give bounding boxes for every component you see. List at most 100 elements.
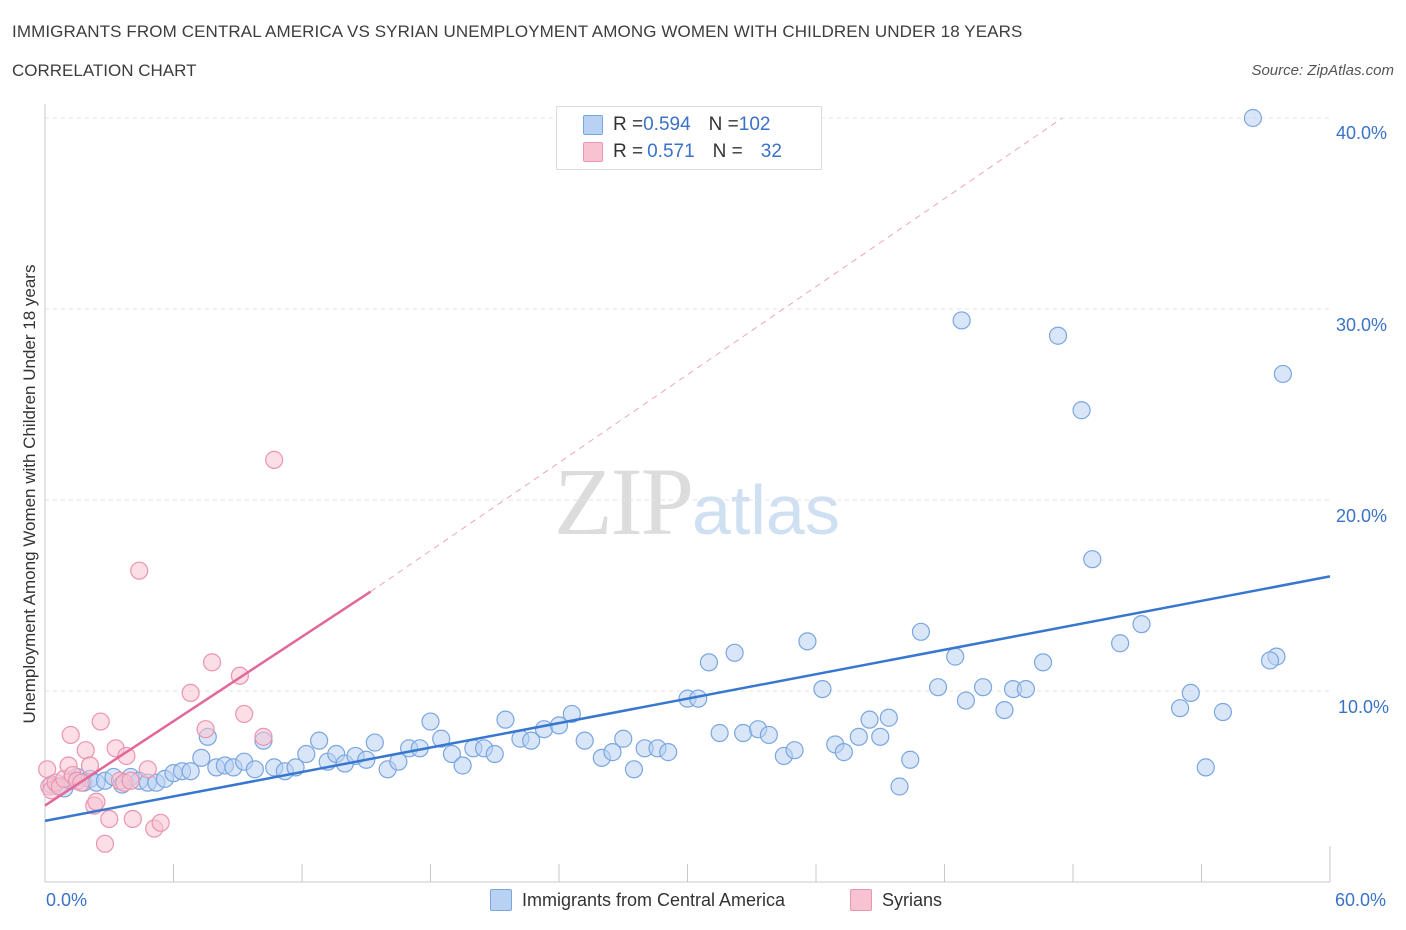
central-america-point <box>1016 679 1035 699</box>
x-tick-label-max: 60.0% <box>1335 890 1387 910</box>
syrians-point <box>151 813 170 832</box>
central-america-point <box>442 744 462 764</box>
legend-swatch-blue <box>583 115 603 135</box>
legend-n-label: N = <box>708 114 739 135</box>
central-america-point <box>1213 702 1233 722</box>
central-america-point <box>421 712 440 731</box>
central-america-point <box>624 760 644 779</box>
central-america-point <box>1273 364 1292 384</box>
central-america-point <box>496 710 515 729</box>
central-america-point <box>1033 653 1053 672</box>
data-points <box>38 108 1292 853</box>
central-america-point <box>928 678 948 697</box>
syrians-point <box>202 653 222 672</box>
central-america-point <box>562 704 581 724</box>
central-america-point <box>860 710 879 729</box>
central-america-point <box>1243 108 1263 128</box>
legend-swatch-pink <box>583 142 603 162</box>
legend-swatch-blue <box>490 889 512 911</box>
legend-series-label: Immigrants from Central America <box>522 889 786 910</box>
y-tick-label-20: 20.0% <box>1336 506 1388 526</box>
x-tick-label-min: 0.0% <box>46 890 88 910</box>
stats-legend: R = 0.594 N = 102 R = 0.571 N = 32 <box>556 106 822 170</box>
central-america-point <box>901 750 920 769</box>
bottom-legend-syrians[interactable]: Syrians <box>850 889 942 911</box>
syrians-point <box>100 809 119 829</box>
watermark: ZIPatlas <box>554 446 840 557</box>
y-tick-label-10: 10.0% <box>1338 697 1390 717</box>
legend-n-value: 102 <box>738 114 771 135</box>
syrians-trend-extension <box>370 117 1063 593</box>
central-america-point <box>734 723 753 743</box>
central-america-point <box>995 700 1014 720</box>
y-tick-label-40: 40.0% <box>1336 123 1388 143</box>
central-america-trend-line <box>44 575 1331 823</box>
legend-r-value: 0.571 <box>647 141 695 162</box>
bottom-legend-central-america[interactable]: Immigrants from Central America <box>490 889 785 911</box>
legend-row-central-america: R = 0.594 N = 102 <box>583 113 770 137</box>
central-america-point <box>911 622 931 641</box>
central-america-point <box>849 727 868 746</box>
central-america-point <box>1196 758 1215 777</box>
central-america-point <box>1170 699 1190 718</box>
central-america-point <box>1260 651 1280 670</box>
y-tick-label-30: 30.0% <box>1336 315 1388 335</box>
syrians-point <box>123 809 142 829</box>
central-america-point <box>432 729 451 748</box>
central-america-point <box>1072 401 1091 420</box>
legend-r-value: 0.594 <box>643 114 691 135</box>
syrians-point <box>121 771 140 790</box>
central-america-point <box>956 691 976 710</box>
central-america-point <box>297 744 316 764</box>
legend-r-label: R = <box>613 114 644 135</box>
syrians-point <box>196 720 215 739</box>
legend-n-value: 32 <box>760 141 782 162</box>
syrians-point <box>138 760 157 779</box>
watermark-atlas: atlas <box>692 471 840 549</box>
central-america-point <box>365 733 384 752</box>
syrians-point <box>76 741 95 760</box>
syrians-point <box>95 834 115 853</box>
central-america-point <box>973 678 993 697</box>
central-america-point <box>798 632 817 651</box>
central-america-point <box>871 727 890 746</box>
central-america-point <box>1048 326 1068 345</box>
syrians-point <box>181 683 200 703</box>
central-america-point <box>952 311 971 330</box>
central-america-point <box>879 708 898 727</box>
syrians-point <box>87 792 106 811</box>
legend-r-label: R = <box>613 141 644 162</box>
grid-lines <box>45 117 1330 692</box>
central-america-point <box>785 741 804 760</box>
central-america-point <box>245 760 264 779</box>
central-america-point <box>1111 634 1130 653</box>
central-america-point <box>759 725 778 745</box>
central-america-point <box>181 762 200 781</box>
central-america-point <box>699 653 719 672</box>
legend-row-syrians: R = 0.571 N = 32 <box>583 140 782 164</box>
legend-n-label: N = <box>712 141 743 162</box>
syrians-point <box>265 450 284 469</box>
central-america-point <box>946 647 965 666</box>
syrians-point <box>254 727 273 746</box>
axes <box>44 104 1331 883</box>
central-america-point <box>1181 683 1200 703</box>
chart-title: IMMIGRANTS FROM CENTRAL AMERICA VS SYRIA… <box>12 22 1023 41</box>
source-label: Source: ZipAtlas.com <box>1251 62 1394 79</box>
central-america-point <box>1083 550 1102 569</box>
syrians-point <box>91 712 110 731</box>
syrians-point <box>117 746 136 766</box>
syrians-point <box>61 725 80 745</box>
central-america-point <box>192 748 211 767</box>
legend-series-label: Syrians <box>882 889 943 910</box>
central-america-point <box>485 744 504 764</box>
central-america-point <box>453 756 472 775</box>
y-axis-label: Unemployment Among Women with Children U… <box>20 264 39 724</box>
central-america-point <box>834 743 853 762</box>
central-america-point <box>1132 615 1151 634</box>
central-america-point <box>310 731 329 750</box>
watermark-zip: ZIP <box>554 448 694 555</box>
central-america-point <box>813 679 832 699</box>
central-america-point <box>890 777 909 796</box>
